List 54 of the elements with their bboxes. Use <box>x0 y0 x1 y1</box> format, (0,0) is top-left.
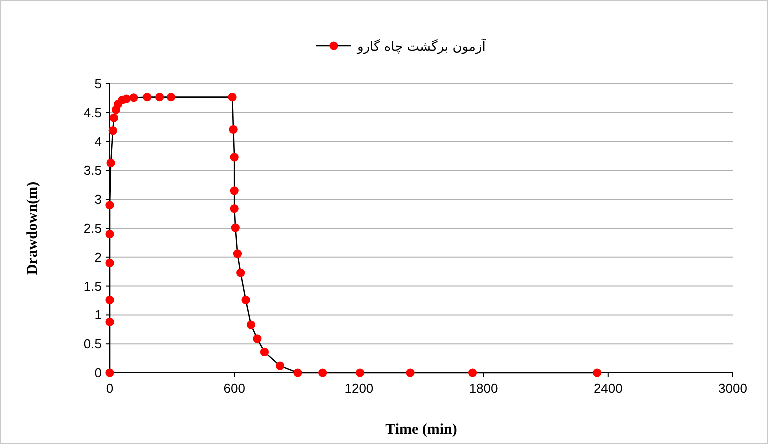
point <box>233 250 242 258</box>
y-tick-label: 3.5 <box>84 163 102 178</box>
point <box>356 368 365 378</box>
x-tick-label: 2400 <box>594 381 623 396</box>
point <box>236 268 246 278</box>
x-tick-label: 0 <box>106 381 114 396</box>
point <box>106 230 114 239</box>
point <box>294 368 302 378</box>
point <box>230 153 239 162</box>
y-tick-label: 2 <box>94 250 102 265</box>
point <box>228 92 237 102</box>
x-tick-label: 1800 <box>469 381 498 396</box>
legend: آزمون برگشت چاه گارو <box>316 40 486 55</box>
y-tick-label: 1.5 <box>84 278 102 294</box>
x-tick-label: 1200 <box>344 381 374 396</box>
point <box>246 320 256 330</box>
point <box>110 114 118 122</box>
point <box>122 94 131 104</box>
point <box>106 158 116 168</box>
point <box>318 368 328 378</box>
point <box>231 224 240 232</box>
point <box>166 92 176 102</box>
y-tick-label: 4.5 <box>84 105 102 120</box>
point <box>106 368 114 378</box>
point <box>106 318 114 326</box>
point <box>230 186 239 196</box>
point <box>106 258 114 268</box>
point <box>229 125 238 134</box>
x-tick-label: 3000 <box>718 381 748 396</box>
point <box>106 296 114 304</box>
y-tick-label: 1 <box>94 308 102 323</box>
point <box>260 348 270 356</box>
y-tick-label: 3 <box>94 192 102 208</box>
point <box>406 368 415 378</box>
y-tick-label: 0 <box>94 366 102 380</box>
y-axis-title: Drawdown(m) <box>25 182 41 276</box>
y-tick-label: 5 <box>94 76 102 92</box>
point <box>468 368 478 378</box>
point <box>156 92 164 102</box>
point <box>276 362 285 370</box>
y-tick-label: 4 <box>94 134 102 150</box>
point <box>593 368 602 378</box>
point <box>130 94 138 102</box>
point <box>230 204 239 214</box>
y-tick-label: 2.5 <box>84 221 102 236</box>
point <box>143 92 152 102</box>
y-tick-label: 0.5 <box>84 336 102 352</box>
x-tick-label: 600 <box>224 381 246 396</box>
point <box>106 201 114 210</box>
x-axis-title: Time (min) <box>386 422 458 438</box>
legend-label: آزمون برگشت چاه گارو <box>356 38 488 55</box>
point <box>253 334 262 344</box>
point <box>242 296 250 304</box>
point <box>108 126 118 136</box>
